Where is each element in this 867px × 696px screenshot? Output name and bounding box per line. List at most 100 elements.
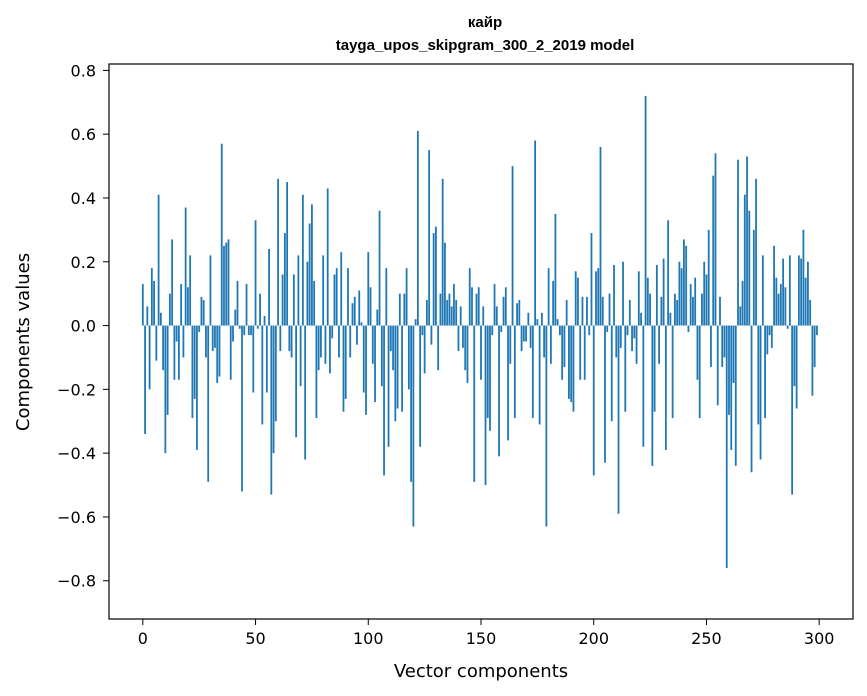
bar-209 <box>613 264 615 326</box>
bar-109 <box>387 325 390 447</box>
bar-120 <box>412 325 415 527</box>
bar-15 <box>175 325 178 342</box>
bar-53 <box>261 325 264 425</box>
bar-201 <box>595 271 597 326</box>
bar-241 <box>685 245 688 326</box>
bar-262 <box>732 325 735 383</box>
bar-146 <box>471 287 473 326</box>
bar-232 <box>664 325 667 450</box>
bar-107 <box>383 325 385 476</box>
bar-20 <box>187 287 189 326</box>
bar-183 <box>554 213 557 326</box>
bar-73 <box>306 261 309 326</box>
bar-180 <box>547 268 550 326</box>
bar-259 <box>725 325 728 568</box>
bar-8 <box>159 312 162 326</box>
bar-128 <box>430 325 433 345</box>
bar-59 <box>274 325 277 422</box>
bar-51 <box>256 325 259 329</box>
bar-80 <box>322 255 325 326</box>
bar-219 <box>635 325 638 364</box>
bar-247 <box>698 325 701 419</box>
bar-214 <box>624 325 627 412</box>
bar-14 <box>173 325 176 380</box>
bar-117 <box>405 268 408 326</box>
bar-275 <box>761 255 764 326</box>
bar-231 <box>662 258 665 326</box>
bar-24 <box>196 325 198 450</box>
bar-191 <box>572 325 575 412</box>
bar-19 <box>184 207 187 326</box>
y-tick-label: 0.8 <box>71 61 96 80</box>
bar-144 <box>466 325 469 383</box>
bar-96 <box>358 290 361 326</box>
bar-258 <box>723 325 726 358</box>
bar-94 <box>353 296 356 326</box>
bar-249 <box>703 261 706 326</box>
bar-159 <box>500 325 503 332</box>
bar-208 <box>610 325 613 422</box>
bar-236 <box>673 293 676 326</box>
bar-145 <box>468 268 471 326</box>
bar-291 <box>797 255 800 326</box>
bar-133 <box>441 178 444 326</box>
bar-113 <box>396 325 399 409</box>
bar-263 <box>734 325 737 466</box>
bar-84 <box>331 325 334 339</box>
bar-172 <box>529 325 532 348</box>
bar-79 <box>320 325 322 358</box>
bar-148 <box>475 293 478 326</box>
bar-48 <box>250 325 252 336</box>
bar-91 <box>347 268 349 326</box>
bar-10 <box>164 325 167 454</box>
bar-49 <box>252 325 255 393</box>
bar-63 <box>283 233 286 326</box>
bar-261 <box>730 325 733 450</box>
y-tick-label: 0.6 <box>71 125 96 144</box>
bar-127 <box>428 150 431 326</box>
bar-153 <box>486 325 489 419</box>
bar-273 <box>757 325 760 425</box>
bar-268 <box>746 156 748 326</box>
bar-62 <box>281 274 284 326</box>
bar-139 <box>455 300 458 326</box>
bar-198 <box>588 325 591 336</box>
x-tick-label: 50 <box>245 629 265 648</box>
bar-38 <box>227 239 230 326</box>
bar-163 <box>509 325 512 364</box>
bar-205 <box>604 325 606 463</box>
bar-131 <box>437 325 440 371</box>
bar-286 <box>786 325 789 329</box>
bar-64 <box>286 182 289 326</box>
bar-216 <box>628 300 631 326</box>
bar-240 <box>683 239 685 326</box>
bar-202 <box>597 268 600 326</box>
bar-78 <box>317 325 320 371</box>
bar-67 <box>292 274 295 326</box>
bar-70 <box>299 325 302 387</box>
bar-187 <box>563 325 566 368</box>
bar-255 <box>716 325 719 406</box>
bar-86 <box>335 268 338 326</box>
y-axis-ticks: −0.8 −0.6 −0.4 −0.2 0.0 0.2 0.4 0.6 0.8 <box>57 61 109 591</box>
bar-266 <box>741 280 744 326</box>
bar-283 <box>779 284 782 326</box>
bar-220 <box>637 271 640 326</box>
bar-296 <box>809 300 812 326</box>
bars-group <box>141 95 818 568</box>
bar-171 <box>527 312 530 326</box>
bar-282 <box>777 293 780 326</box>
bar-138 <box>453 284 455 326</box>
bar-204 <box>601 296 604 326</box>
bar-100 <box>367 252 370 326</box>
bar-250 <box>705 274 708 326</box>
bar-284 <box>782 258 785 326</box>
bar-218 <box>633 325 636 339</box>
bar-18 <box>182 325 185 358</box>
bar-292 <box>800 258 803 326</box>
bar-175 <box>536 319 539 326</box>
bar-253 <box>712 175 715 326</box>
bar-35 <box>220 143 223 326</box>
bar-212 <box>619 325 622 348</box>
